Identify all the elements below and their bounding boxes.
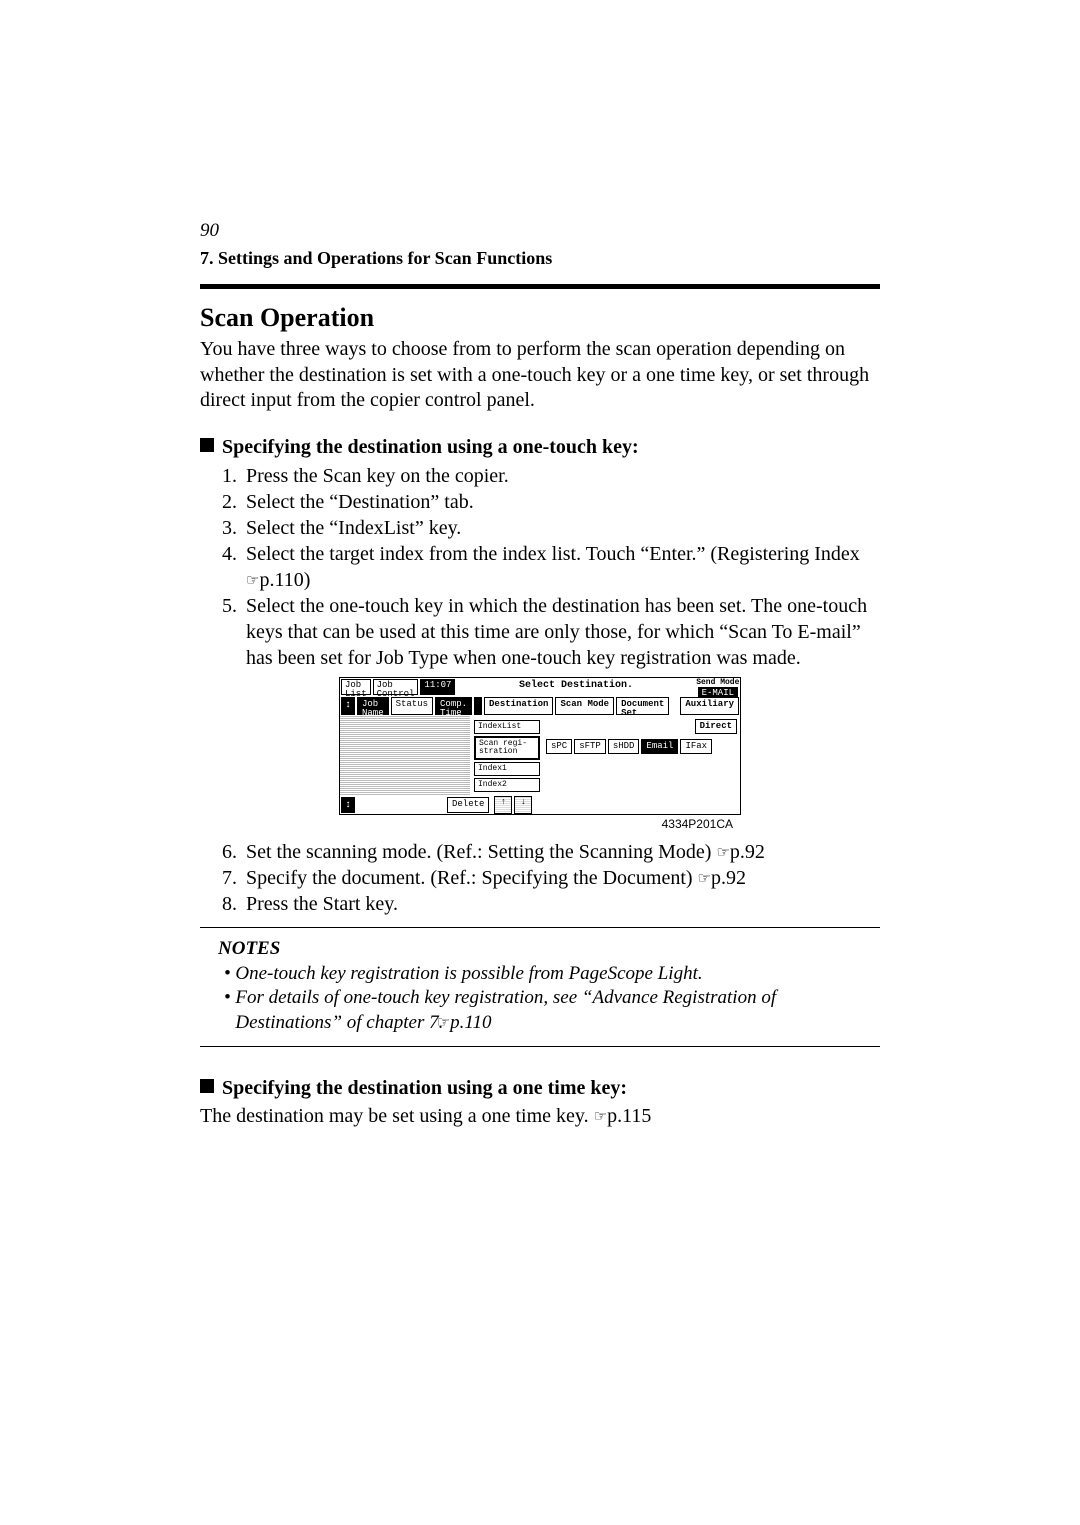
page-title: Scan Operation — [200, 303, 880, 333]
pointer-icon: ☞ — [594, 1107, 607, 1126]
note-1: One-touch key registration is possible f… — [235, 962, 880, 987]
pointer-icon: ☞ — [246, 571, 259, 591]
copier-topbar: Job List Job Control 11:07 Select Destin… — [340, 678, 740, 696]
section1-heading: Specifying the destination using a one-t… — [200, 436, 880, 459]
notes-bottom-rule — [200, 1046, 880, 1047]
job-list-tab[interactable]: Job List — [341, 679, 371, 695]
up-arrow-icon[interactable]: ↕ — [341, 697, 355, 715]
step-7: Specify the document. (Ref.: Specifying … — [242, 865, 880, 891]
screenshot-code: 4334P201CA — [339, 817, 741, 831]
down-arrow-icon[interactable]: ↕ — [341, 797, 355, 813]
section2-heading-text: Specifying the destination using a one t… — [222, 1077, 627, 1099]
filter-spc[interactable]: sPC — [546, 739, 572, 754]
section2-ref: p.115 — [607, 1105, 651, 1127]
notes-list: One-touch key registration is possible f… — [200, 962, 880, 1036]
filter-email[interactable]: Email — [641, 739, 678, 754]
intro-paragraph: You have three ways to choose from to pe… — [200, 337, 880, 414]
step-7-ref: p.92 — [711, 867, 746, 889]
divider — [474, 697, 482, 715]
direct-button[interactable]: Direct — [695, 719, 737, 734]
comp-time-col: Comp. Time — [435, 697, 472, 715]
embedded-screenshot: Job List Job Control 11:07 Select Destin… — [200, 677, 880, 833]
job-list-area — [340, 716, 470, 796]
section2-body: The destination may be set using a one t… — [200, 1104, 880, 1130]
step-8: Press the Start key. — [242, 891, 880, 917]
filter-row: sPC sFTP sHDD Email IFax — [546, 739, 738, 754]
step-6-ref: p.92 — [730, 841, 765, 863]
step-6-text: Set the scanning mode. (Ref.: Setting th… — [246, 841, 716, 863]
status-col: Status — [391, 697, 433, 715]
step-6: Set the scanning mode. (Ref.: Setting th… — [242, 839, 880, 865]
section2-body-text: The destination may be set using a one t… — [200, 1105, 594, 1127]
step-5: Select the one-touch key in which the de… — [242, 593, 880, 671]
job-control-tab[interactable]: Job Control — [373, 679, 419, 695]
step-7-text: Specify the document. (Ref.: Specifying … — [246, 867, 698, 889]
note-2: For details of one-touch key registratio… — [235, 986, 880, 1035]
indexlist-button[interactable]: IndexList — [474, 720, 540, 734]
section2-heading: Specifying the destination using a one t… — [200, 1077, 880, 1100]
square-bullet-icon — [200, 1079, 214, 1093]
note-2-text: For details of one-touch key registratio… — [235, 987, 776, 1033]
step-4-ref: p.110) — [259, 569, 310, 591]
copier-tab-row: ↕ Job Name Status Comp. Time Destination… — [340, 696, 740, 716]
index-buttons-col: IndexList Scan regi- stration Index1 Ind… — [470, 716, 544, 796]
filter-sftp[interactable]: sFTP — [574, 739, 606, 754]
steps-list-2: Set the scanning mode. (Ref.: Setting th… — [200, 839, 880, 917]
filter-ifax[interactable]: IFax — [680, 739, 712, 754]
page-number: 90 — [200, 220, 880, 242]
delete-button[interactable]: Delete — [447, 797, 489, 813]
index2-button[interactable]: Index2 — [474, 778, 540, 792]
notes-title: NOTES — [218, 938, 880, 960]
copier-screen: Job List Job Control 11:07 Select Destin… — [339, 677, 741, 815]
scan-reg-button[interactable]: Scan regi- stration — [474, 736, 540, 760]
section1-heading-text: Specifying the destination using a one-t… — [222, 436, 639, 458]
scroll-down-button[interactable]: ↓ — [514, 796, 532, 814]
time-display: 11:07 — [420, 679, 455, 695]
step-4-text: Select the target index from the index l… — [246, 543, 860, 565]
step-3: Select the “IndexList” key. — [242, 515, 880, 541]
header-rule — [200, 284, 880, 289]
index1-button[interactable]: Index1 — [474, 762, 540, 776]
pointer-icon: ☞ — [698, 869, 711, 889]
send-mode-label: Send Mode — [696, 678, 740, 687]
square-bullet-icon — [200, 438, 214, 452]
note-2-ref: p.110 — [450, 1012, 491, 1033]
screen-title: Select Destination. — [456, 678, 695, 696]
pointer-icon: ☞ — [716, 843, 729, 863]
job-name-col: Job Name — [357, 697, 389, 715]
step-2: Select the “Destination” tab. — [242, 489, 880, 515]
filter-shdd[interactable]: sHDD — [608, 739, 640, 754]
scan-mode-tab[interactable]: Scan Mode — [555, 697, 614, 715]
notes-top-rule — [200, 927, 880, 928]
step-4: Select the target index from the index l… — [242, 541, 880, 593]
copier-bottom-bar: ↕ Delete ↑ ↓ — [340, 796, 740, 814]
auxiliary-tab[interactable]: Auxiliary — [680, 697, 739, 715]
destination-tab[interactable]: Destination — [484, 697, 553, 715]
document-set-tab[interactable]: Document Set — [616, 697, 669, 715]
step-1: Press the Scan key on the copier. — [242, 463, 880, 489]
scroll-up-button[interactable]: ↑ — [494, 796, 512, 814]
destination-area: Direct sPC sFTP sHDD Email IFax — [544, 716, 740, 796]
steps-list-1: Press the Scan key on the copier. Select… — [200, 463, 880, 671]
chapter-header: 7. Settings and Operations for Scan Func… — [200, 248, 880, 274]
